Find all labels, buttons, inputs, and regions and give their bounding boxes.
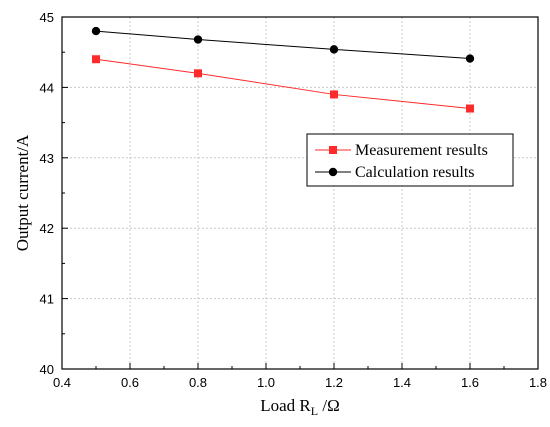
- x-tick-label: 0.6: [121, 375, 139, 390]
- legend-item-1: Measurement results: [315, 142, 488, 159]
- grid-lines: [62, 17, 538, 369]
- x-axis-title: Load RL /Ω: [260, 396, 339, 418]
- y-tick-label: 45: [40, 10, 54, 25]
- y-tick-label: 41: [40, 292, 54, 307]
- x-tick-label: 0.8: [189, 375, 207, 390]
- legend-marker-square: [329, 146, 337, 154]
- y-tick-label: 44: [40, 80, 54, 95]
- x-axis-title-unit: /Ω: [318, 396, 340, 415]
- series-line: [95, 30, 471, 60]
- x-axis-title-subscript: L: [311, 404, 318, 418]
- y-tick-label: 40: [40, 362, 54, 377]
- plot-frame: [61, 16, 539, 370]
- y-tick-label: 43: [40, 151, 54, 166]
- data-point-square: [92, 55, 100, 64]
- data-point-circle: [193, 35, 203, 44]
- y-axis-title: Output current/A: [13, 134, 32, 251]
- x-tick-label: 1.0: [257, 375, 275, 390]
- legend-box: [306, 133, 514, 187]
- x-tick-labels: 0.4 0.6 0.8 1.0 1.2 1.4 1.6 1.8: [53, 375, 547, 390]
- legend-marker-circle: [328, 167, 338, 177]
- data-point-square: [330, 90, 338, 99]
- legend-label: Calculation results: [355, 164, 475, 181]
- series-line: [95, 58, 471, 110]
- x-tick-label: 1.2: [325, 375, 343, 390]
- y-tick-label: 42: [40, 221, 54, 236]
- data-point-circle: [465, 54, 475, 63]
- series-1: [92, 55, 474, 113]
- legend-item-2: Calculation results: [315, 164, 475, 181]
- legend-label: Measurement results: [355, 142, 488, 159]
- data-point-square: [194, 69, 202, 78]
- axis-ticks: [61, 16, 539, 370]
- x-tick-label: 0.4: [53, 375, 71, 390]
- y-tick-labels: 40 41 42 43 44 45: [40, 10, 54, 377]
- x-tick-label: 1.4: [393, 375, 411, 390]
- x-tick-label: 1.6: [461, 375, 479, 390]
- series-2: [91, 26, 475, 63]
- x-tick-label: 1.8: [529, 375, 547, 390]
- x-axis-title-main: Load R: [260, 396, 311, 415]
- series-layer: [91, 26, 475, 113]
- data-point-circle: [329, 45, 339, 54]
- legend: Measurement results Calculation results: [306, 133, 514, 187]
- data-point-square: [466, 104, 474, 113]
- data-point-circle: [91, 26, 101, 36]
